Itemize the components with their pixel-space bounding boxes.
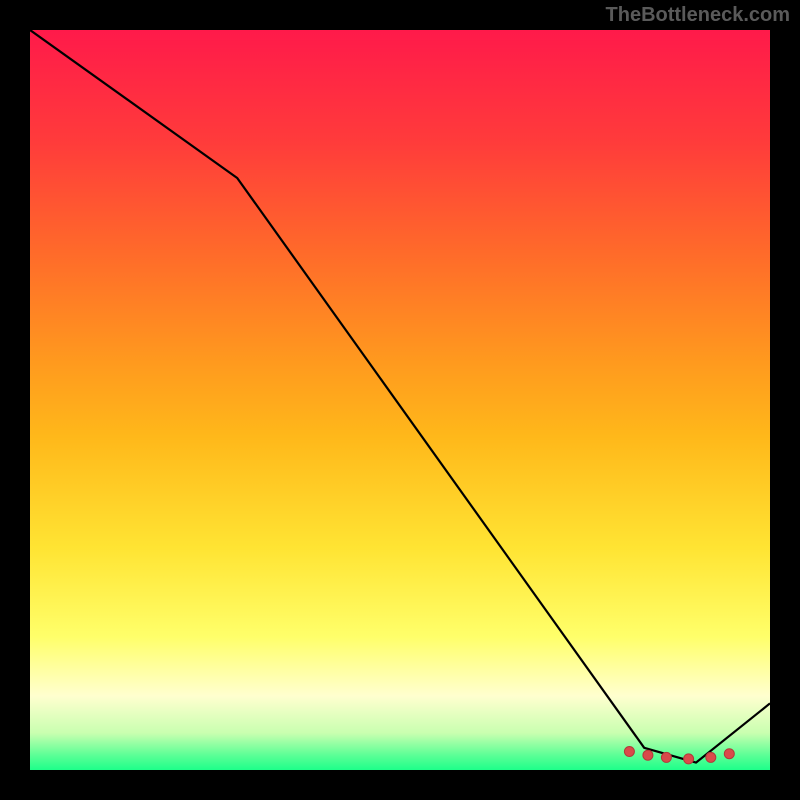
curve-marker bbox=[643, 750, 653, 760]
curve-marker bbox=[724, 749, 734, 759]
curve-marker bbox=[706, 752, 716, 762]
watermark-label: TheBottleneck.com bbox=[606, 4, 790, 27]
bottleneck-chart bbox=[30, 30, 770, 770]
curve-marker bbox=[684, 754, 694, 764]
curve-marker bbox=[661, 752, 671, 762]
chart-background-gradient bbox=[30, 30, 770, 770]
curve-marker bbox=[624, 747, 634, 757]
